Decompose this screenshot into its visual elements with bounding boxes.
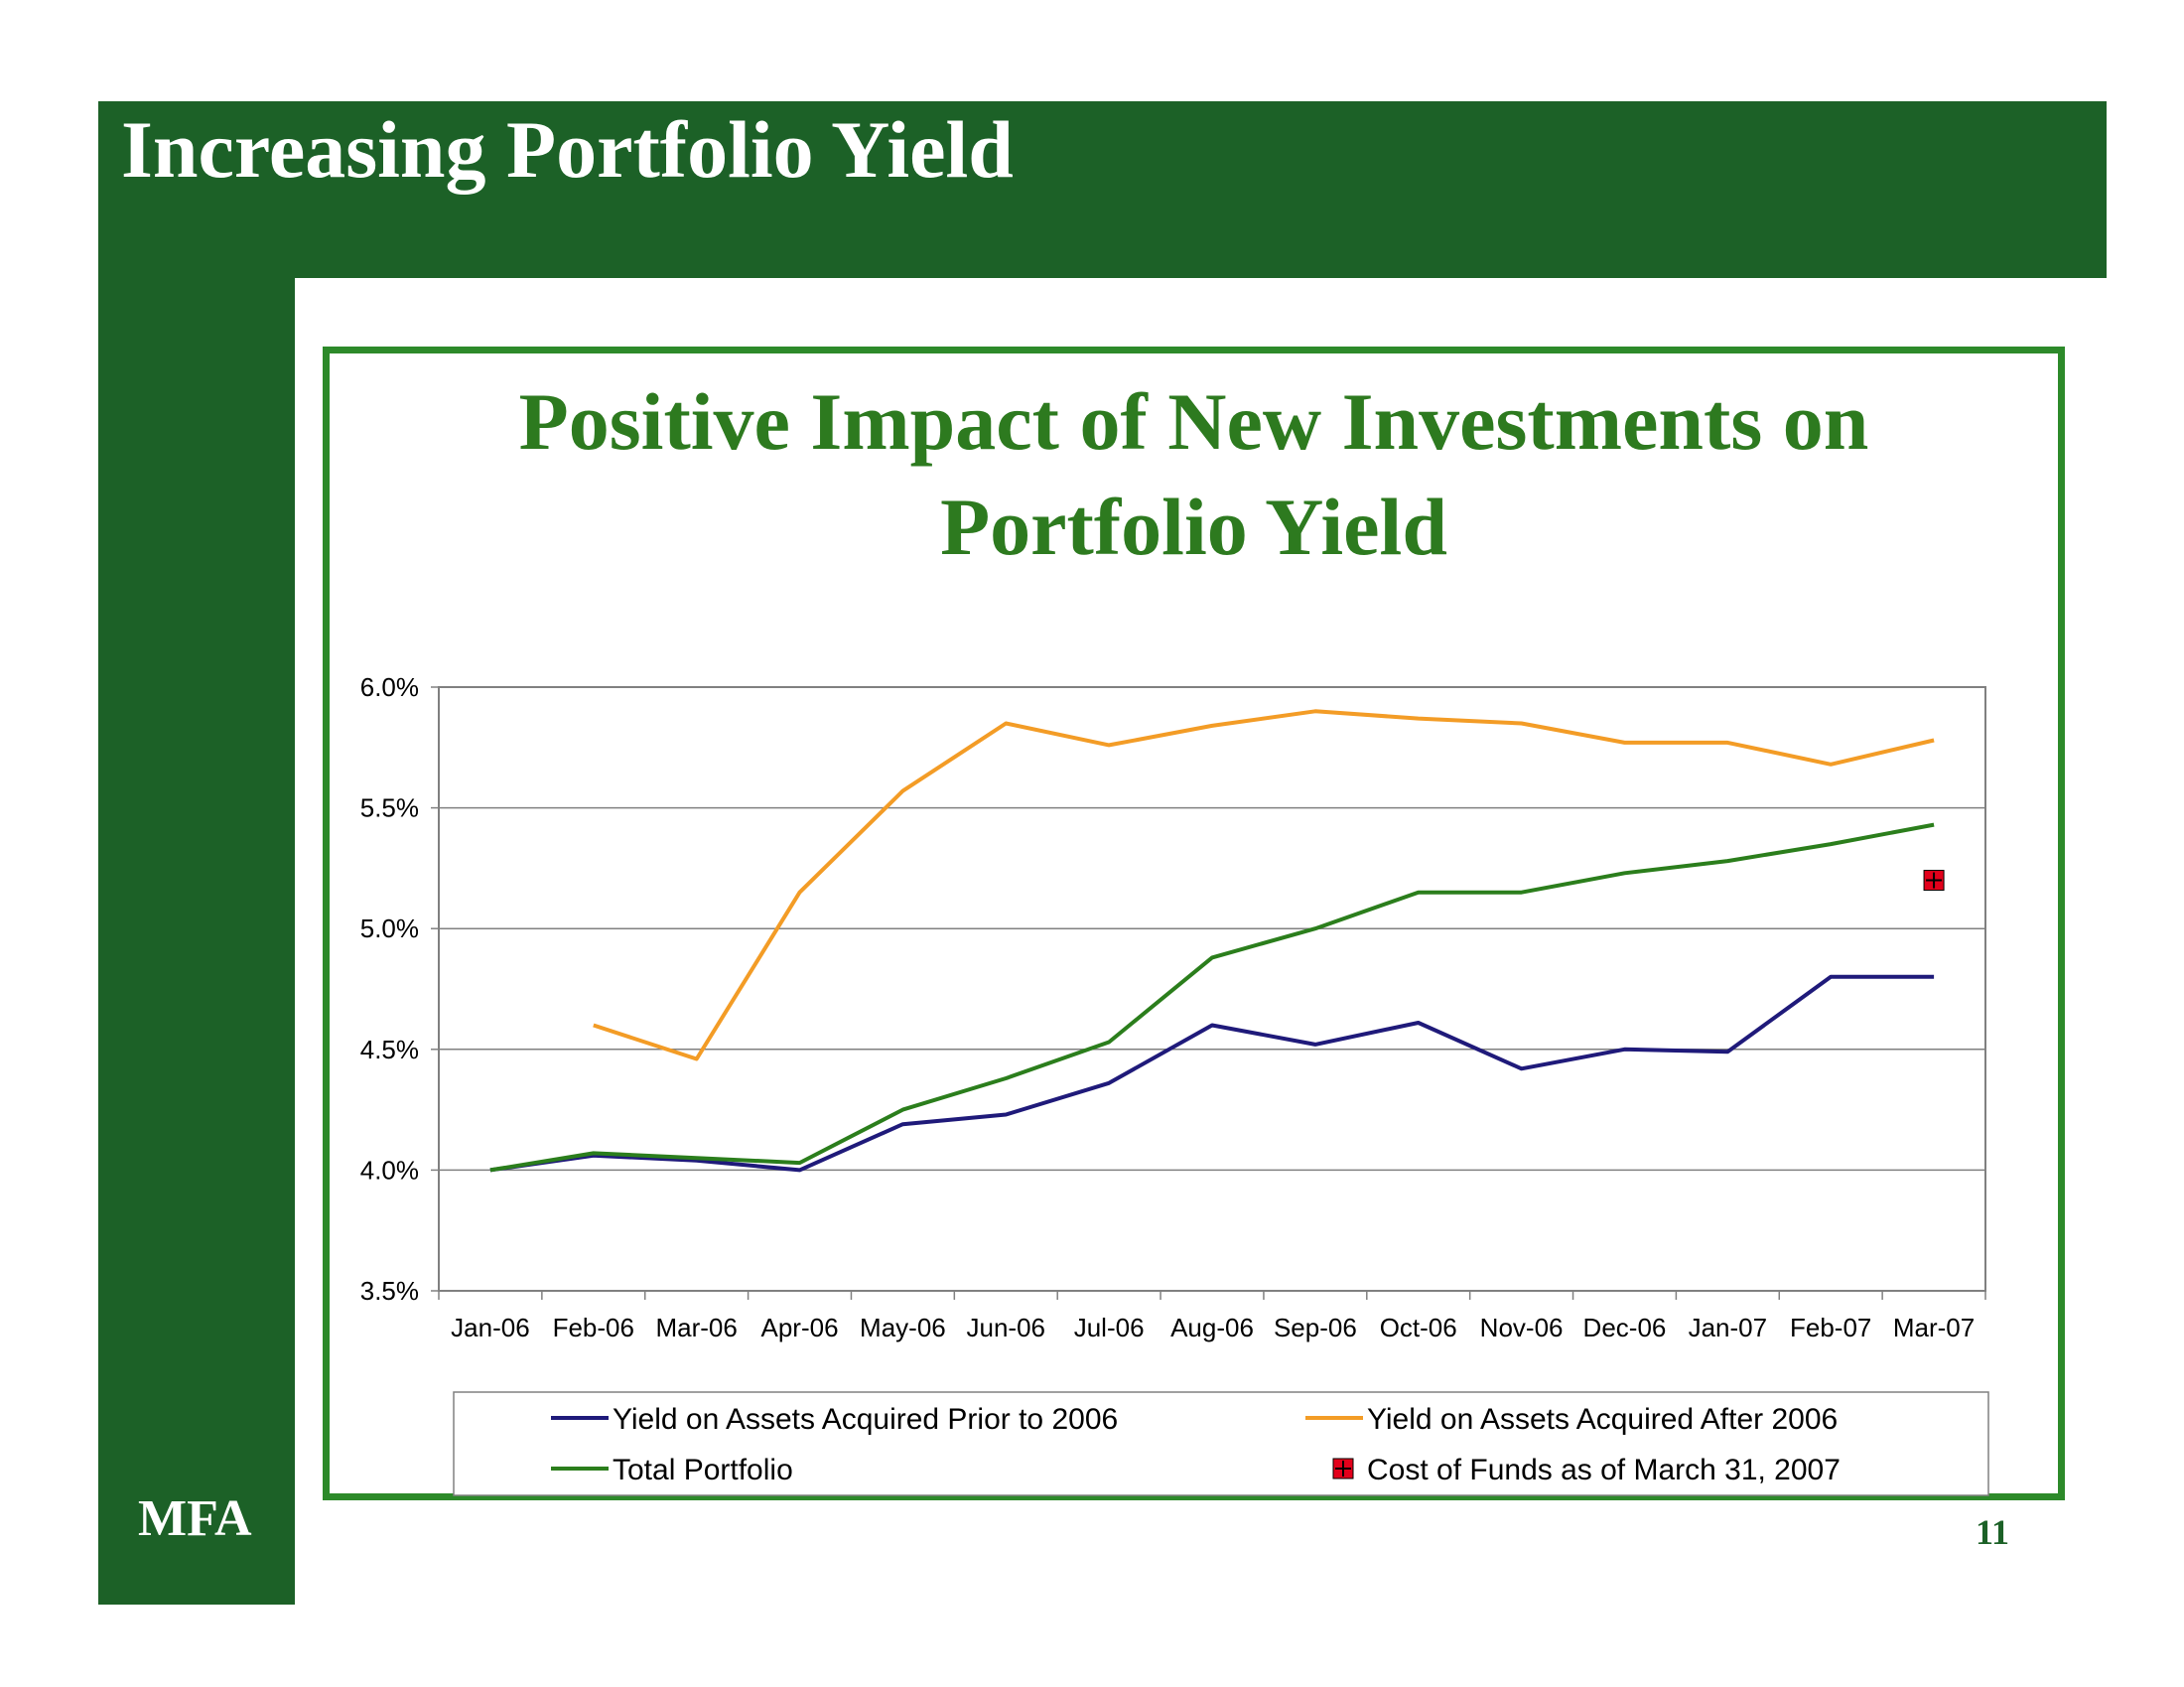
y-tick-label: 4.0% (360, 1155, 419, 1185)
chart-title: Positive Impact of New Investments on Po… (338, 369, 2050, 580)
legend-label-1: Yield on Assets Acquired Prior to 2006 (613, 1403, 1118, 1436)
header-band (98, 101, 2107, 278)
x-tick-label: Oct-06 (1380, 1313, 1457, 1342)
side-band (98, 101, 295, 1605)
page-number: 11 (1976, 1512, 2010, 1552)
plot-area-border (438, 686, 1986, 1292)
series-line-3 (489, 822, 1935, 1173)
x-tick-label: Jan-07 (1689, 1313, 1768, 1342)
chart-frame (323, 347, 2065, 1500)
x-tick-label: Jul-06 (1074, 1313, 1145, 1342)
x-tick-label: Feb-06 (553, 1313, 634, 1342)
brand-logo-text: MFA (138, 1490, 252, 1547)
x-tick-label: Mar-06 (655, 1313, 737, 1342)
slide-title: Increasing Portfolio Yield (121, 104, 1014, 195)
y-tick-label: 4.5% (360, 1035, 419, 1064)
x-tick-label: Apr-06 (761, 1313, 839, 1342)
x-tick-label: Jun-06 (967, 1313, 1046, 1342)
y-tick-label: 6.0% (360, 672, 419, 702)
y-tick-label: 5.0% (360, 914, 419, 943)
x-tick-label: Aug-06 (1170, 1313, 1254, 1342)
x-tick-label: Jan-06 (451, 1313, 530, 1342)
chart-title-line-1: Positive Impact of New Investments on (518, 376, 1869, 467)
x-tick-label: May-06 (860, 1313, 946, 1342)
y-tick-label: 3.5% (360, 1276, 419, 1306)
x-tick-label: Dec-06 (1583, 1313, 1667, 1342)
chart-title-line-2: Portfolio Yield (940, 482, 1447, 572)
legend-label-3: Total Portfolio (613, 1454, 793, 1486)
x-tick-label: Mar-07 (1893, 1313, 1975, 1342)
y-tick-label: 5.5% (360, 793, 419, 823)
series-line-2 (593, 709, 1935, 1061)
x-tick-label: Feb-07 (1790, 1313, 1871, 1342)
legend-box (453, 1391, 1989, 1496)
x-tick-label: Nov-06 (1480, 1313, 1564, 1342)
legend-label-4: Cost of Funds as of March 31, 2007 (1367, 1454, 1841, 1486)
x-tick-label: Sep-06 (1274, 1313, 1357, 1342)
legend-label-2: Yield on Assets Acquired After 2006 (1367, 1403, 1838, 1436)
series-line-1 (489, 974, 1935, 1173)
